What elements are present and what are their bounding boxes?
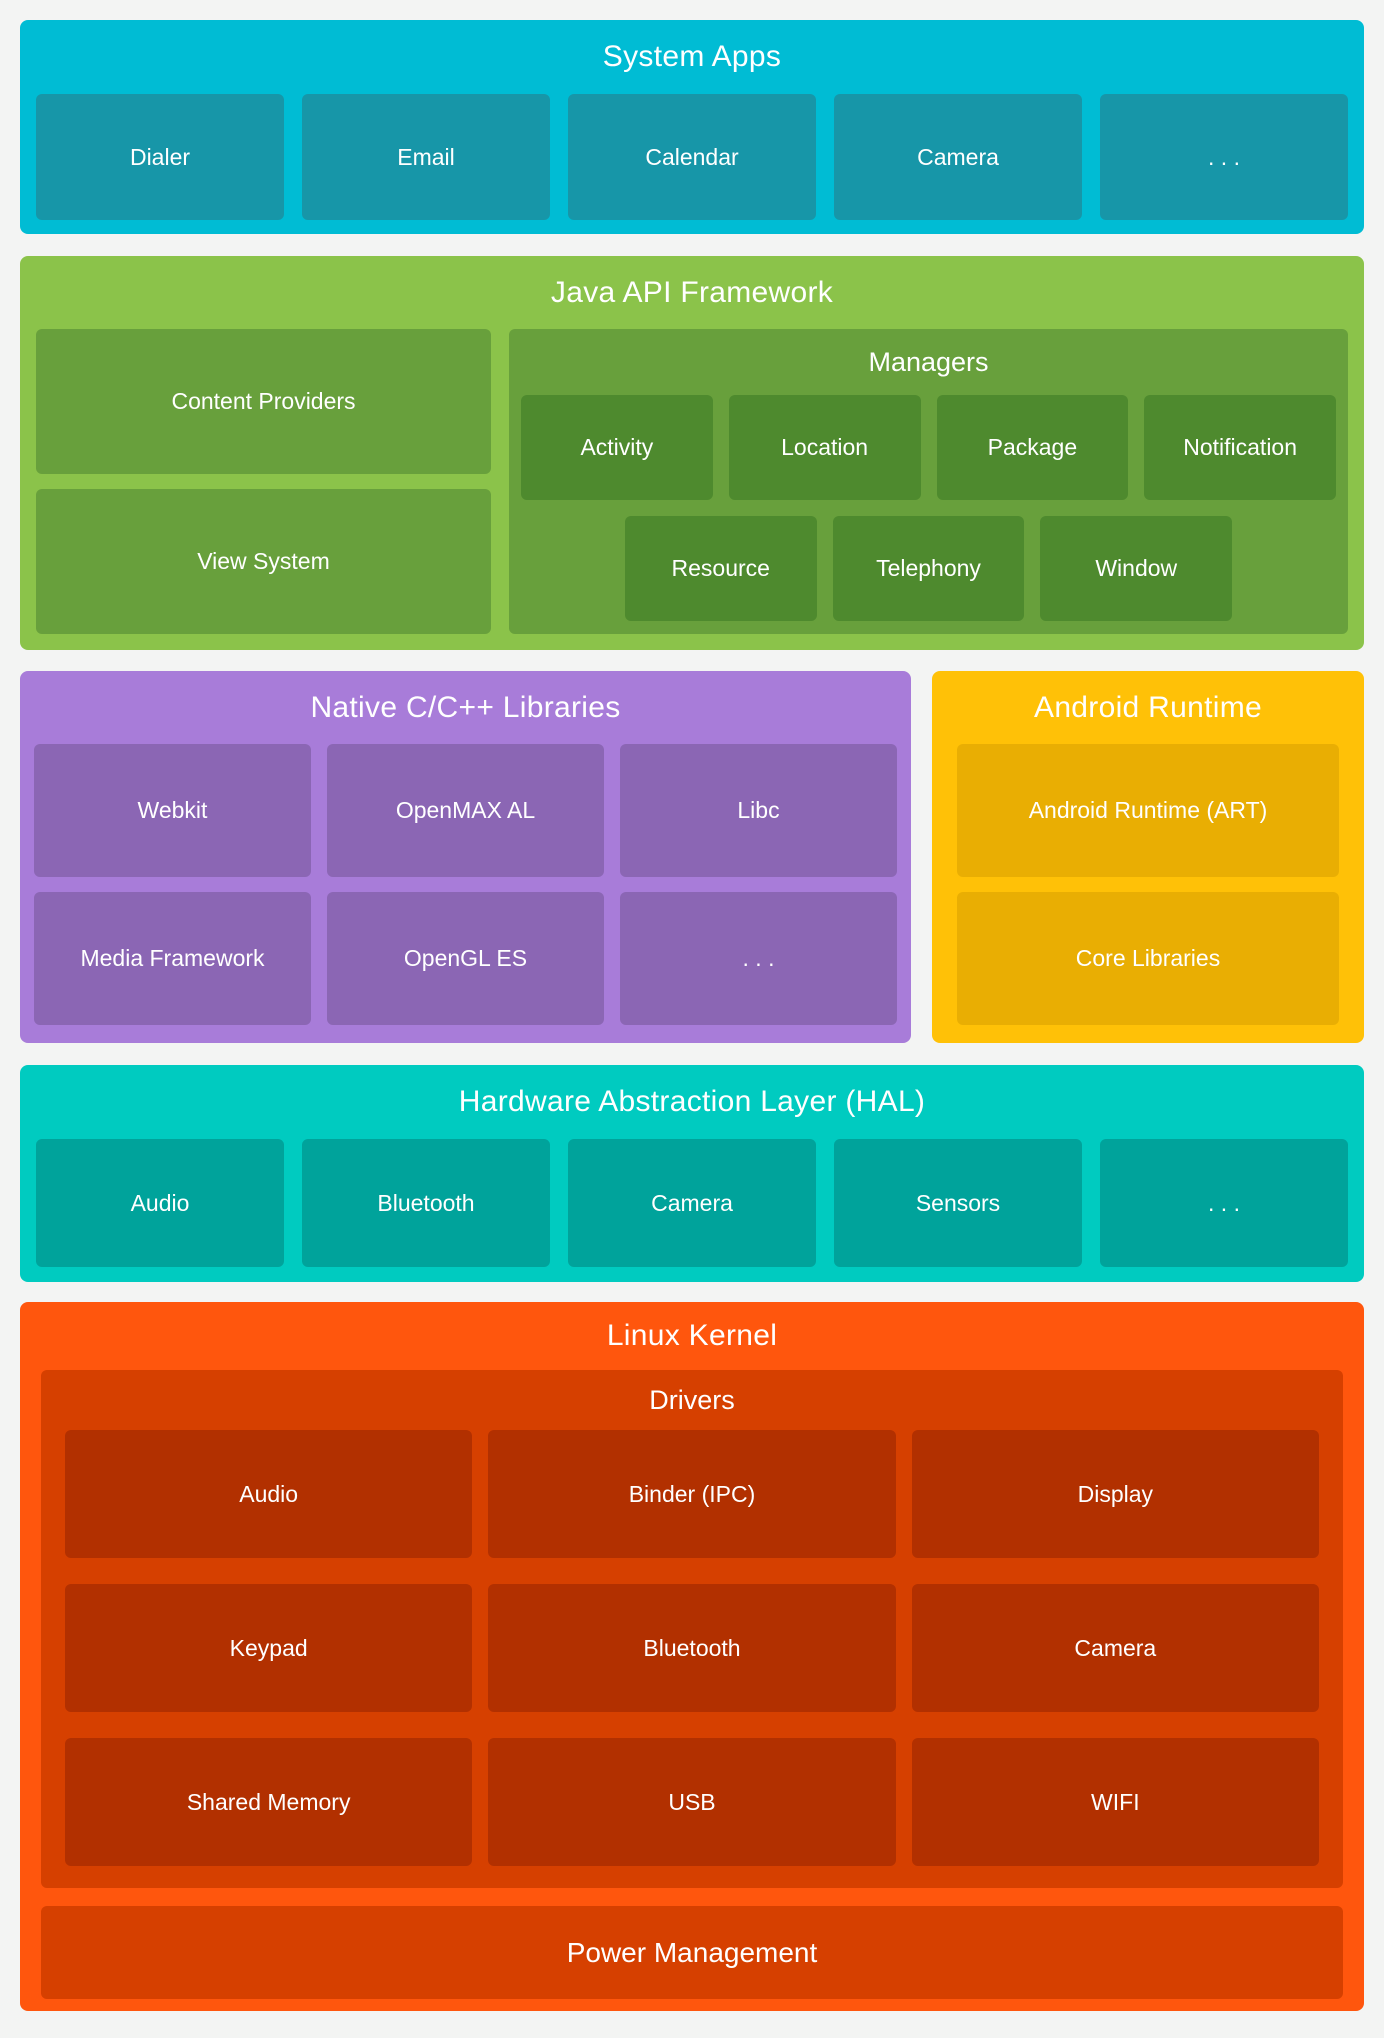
system-apps-boxes: Dialer Email Calendar Camera . . . [20, 94, 1364, 234]
box-driver-binder-ipc: Binder (IPC) [488, 1430, 896, 1558]
box-hal-sensors: Sensors [834, 1139, 1082, 1267]
native-libs-boxes: Webkit OpenMAX AL Libc Media Framework O… [20, 744, 911, 1043]
box-content-providers: Content Providers [36, 329, 491, 474]
system-apps-title: System Apps [602, 40, 782, 73]
box-media-framework: Media Framework [34, 892, 311, 1025]
box-more-libs: . . . [620, 892, 897, 1025]
native-libs-title: Native C/C++ Libraries [310, 690, 621, 724]
android-runtime-title: Android Runtime [1034, 690, 1262, 724]
box-driver-wifi: WIFI [911, 1738, 1319, 1866]
box-telephony-manager: Telephony [832, 516, 1025, 621]
box-resource-manager: Resource [624, 516, 817, 621]
hal-boxes: Audio Bluetooth Camera Sensors . . . [20, 1139, 1364, 1282]
box-dialer: Dialer [36, 94, 284, 220]
managers-row-2: Resource Telephony Window [509, 516, 1348, 621]
java-api-left-column: Content Providers View System [36, 329, 491, 634]
box-hal-bluetooth: Bluetooth [302, 1139, 550, 1267]
box-core-libraries: Core Libraries [957, 892, 1339, 1025]
managers-title: Managers [868, 346, 989, 377]
drivers-boxes: Audio Binder (IPC) Display Keypad Blueto… [41, 1430, 1343, 1888]
box-opengl-es: OpenGL ES [327, 892, 604, 1025]
box-power-management: Power Management [41, 1906, 1343, 1999]
managers-row-1: Activity Location Package Notification [509, 395, 1348, 500]
layer-linux-kernel: Linux Kernel Drivers Audio Binder (IPC) … [20, 1302, 1364, 2011]
box-hal-audio: Audio [36, 1139, 284, 1267]
linux-kernel-title: Linux Kernel [606, 1319, 778, 1352]
box-calendar: Calendar [568, 94, 816, 220]
layer-android-runtime: Android Runtime Android Runtime (ART) Co… [932, 671, 1364, 1043]
box-driver-shared-memory: Shared Memory [65, 1738, 473, 1866]
box-driver-bluetooth: Bluetooth [488, 1584, 896, 1712]
box-driver-usb: USB [488, 1738, 896, 1866]
layer-system-apps: System Apps Dialer Email Calendar Camera… [20, 20, 1364, 234]
box-camera-app: Camera [834, 94, 1082, 220]
android-runtime-boxes: Android Runtime (ART) Core Libraries [932, 744, 1364, 1043]
box-webkit: Webkit [34, 744, 311, 877]
box-art: Android Runtime (ART) [957, 744, 1339, 877]
box-openmax-al: OpenMAX AL [327, 744, 604, 877]
box-libc: Libc [620, 744, 897, 877]
box-location-manager: Location [728, 395, 921, 500]
managers-container: Managers Activity Location Package Notif… [509, 329, 1348, 634]
java-api-title: Java API Framework [550, 275, 834, 309]
box-email: Email [302, 94, 550, 220]
native-and-runtime-row: Native C/C++ Libraries Webkit OpenMAX AL… [20, 671, 1364, 1043]
box-driver-camera: Camera [911, 1584, 1319, 1712]
java-api-content: Content Providers View System Managers A… [20, 329, 1364, 650]
layer-hal: Hardware Abstraction Layer (HAL) Audio B… [20, 1065, 1364, 1282]
box-package-manager: Package [936, 395, 1129, 500]
box-activity-manager: Activity [521, 395, 713, 500]
box-driver-keypad: Keypad [65, 1584, 473, 1712]
box-more-apps: . . . [1100, 94, 1348, 220]
layer-native-libraries: Native C/C++ Libraries Webkit OpenMAX AL… [20, 671, 911, 1043]
box-window-manager: Window [1040, 516, 1233, 621]
box-driver-audio: Audio [65, 1430, 473, 1558]
box-driver-display: Display [911, 1430, 1319, 1558]
box-notification-manager: Notification [1144, 395, 1336, 500]
hal-title: Hardware Abstraction Layer (HAL) [458, 1085, 926, 1118]
drivers-container: Drivers Audio Binder (IPC) Display Keypa… [41, 1370, 1343, 1888]
box-view-system: View System [36, 489, 491, 634]
layer-java-api-framework: Java API Framework Content Providers Vie… [20, 256, 1364, 650]
drivers-title: Drivers [649, 1384, 735, 1415]
box-hal-more: . . . [1100, 1139, 1348, 1267]
box-hal-camera: Camera [568, 1139, 816, 1267]
